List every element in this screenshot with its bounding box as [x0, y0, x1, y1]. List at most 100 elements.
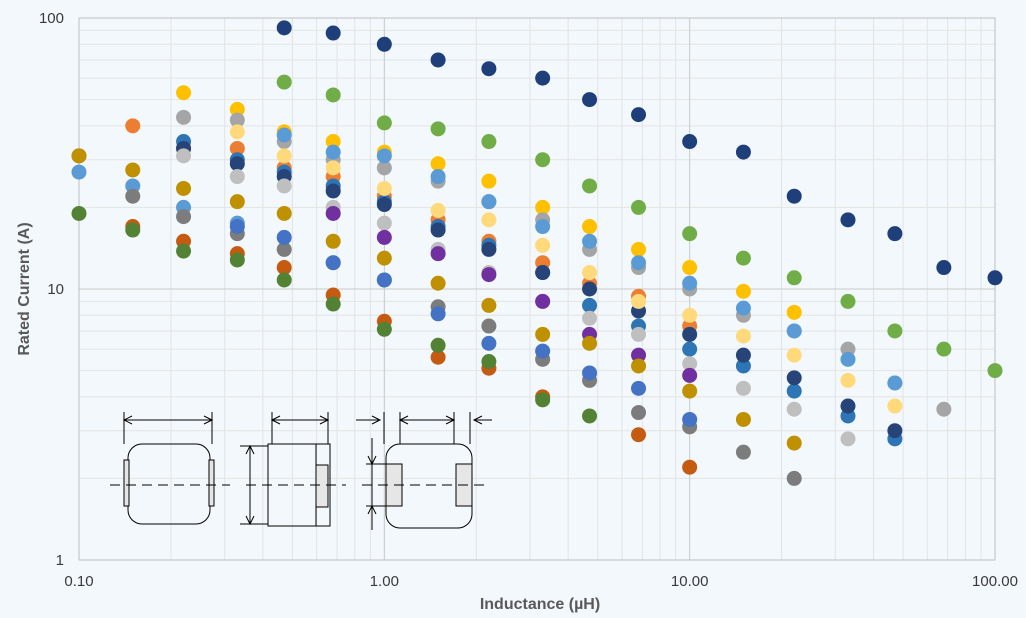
data-point [276, 260, 292, 276]
data-point [229, 101, 245, 117]
data-point [631, 199, 647, 215]
data-point [276, 127, 292, 143]
data-point [376, 36, 392, 52]
data-point [735, 411, 751, 427]
data-point [735, 250, 751, 266]
data-point [229, 169, 245, 185]
data-point [71, 148, 87, 164]
data-point [582, 281, 598, 297]
data-point [631, 107, 647, 123]
data-point [125, 222, 141, 238]
data-point [325, 160, 341, 176]
y-tick-label: 100 [39, 10, 64, 27]
data-point [176, 148, 192, 164]
data-point [735, 358, 751, 374]
data-point [840, 372, 856, 388]
data-point [125, 162, 141, 178]
data-point [840, 431, 856, 447]
data-point [276, 20, 292, 36]
data-point [631, 293, 647, 309]
data-point [430, 275, 446, 291]
data-point [786, 370, 802, 386]
data-point [582, 178, 598, 194]
data-point [535, 70, 551, 86]
x-tick-label: 10.00 [671, 573, 709, 590]
data-point [887, 226, 903, 242]
data-point [325, 296, 341, 312]
data-point [535, 326, 551, 342]
data-point [887, 375, 903, 391]
data-point [682, 341, 698, 357]
data-point [376, 197, 392, 213]
data-point [229, 252, 245, 268]
data-point [71, 205, 87, 221]
data-point [481, 212, 497, 228]
data-point [125, 118, 141, 134]
data-point [735, 300, 751, 316]
data-point [430, 337, 446, 353]
data-point [229, 156, 245, 172]
data-point [229, 194, 245, 210]
data-point [376, 180, 392, 196]
data-point [682, 367, 698, 383]
data-point [786, 323, 802, 339]
data-point [535, 237, 551, 253]
data-point [430, 202, 446, 218]
data-point [481, 335, 497, 351]
x-tick-label: 100.00 [972, 573, 1018, 590]
data-point [376, 148, 392, 164]
y-tick-labels: 1 10 100 [39, 10, 64, 569]
data-point [682, 226, 698, 242]
data-point [535, 219, 551, 235]
data-point [176, 85, 192, 101]
data-point [125, 188, 141, 204]
data-point [376, 215, 392, 231]
data-point [735, 347, 751, 363]
data-point [481, 61, 497, 77]
x-axis-title: Inductance (µH) [480, 596, 600, 613]
data-point [887, 423, 903, 439]
data-points [71, 20, 1003, 486]
data-point [229, 219, 245, 235]
data-point [840, 398, 856, 414]
data-point [582, 310, 598, 326]
data-point [535, 293, 551, 309]
data-point [535, 343, 551, 359]
x-tick-label: 1.00 [370, 573, 399, 590]
data-point [276, 241, 292, 257]
data-point [631, 405, 647, 421]
data-point [325, 205, 341, 221]
data-point [682, 326, 698, 342]
data-point [840, 351, 856, 367]
data-point [325, 255, 341, 271]
x-tick-labels: 0.10 1.00 10.00 100.00 [64, 573, 1018, 590]
data-point [276, 229, 292, 245]
data-point [582, 408, 598, 424]
data-point [682, 307, 698, 323]
data-point [325, 233, 341, 249]
data-point [887, 398, 903, 414]
data-point [376, 250, 392, 266]
data-point [276, 205, 292, 221]
data-point [582, 335, 598, 351]
y-tick-label: 1 [56, 552, 64, 569]
data-point [481, 194, 497, 210]
data-point [376, 321, 392, 337]
data-point [582, 365, 598, 381]
data-point [229, 112, 245, 128]
data-point [936, 260, 952, 276]
data-point [481, 173, 497, 189]
data-point [582, 297, 598, 313]
data-point [582, 265, 598, 281]
data-point [786, 383, 802, 399]
data-point [786, 270, 802, 286]
data-point [682, 411, 698, 427]
data-point [735, 283, 751, 299]
data-point [176, 109, 192, 125]
data-point [481, 267, 497, 283]
data-point [376, 160, 392, 176]
data-point [376, 229, 392, 245]
data-point [631, 255, 647, 271]
data-point [430, 246, 446, 262]
y-tick-label: 10 [47, 281, 64, 298]
